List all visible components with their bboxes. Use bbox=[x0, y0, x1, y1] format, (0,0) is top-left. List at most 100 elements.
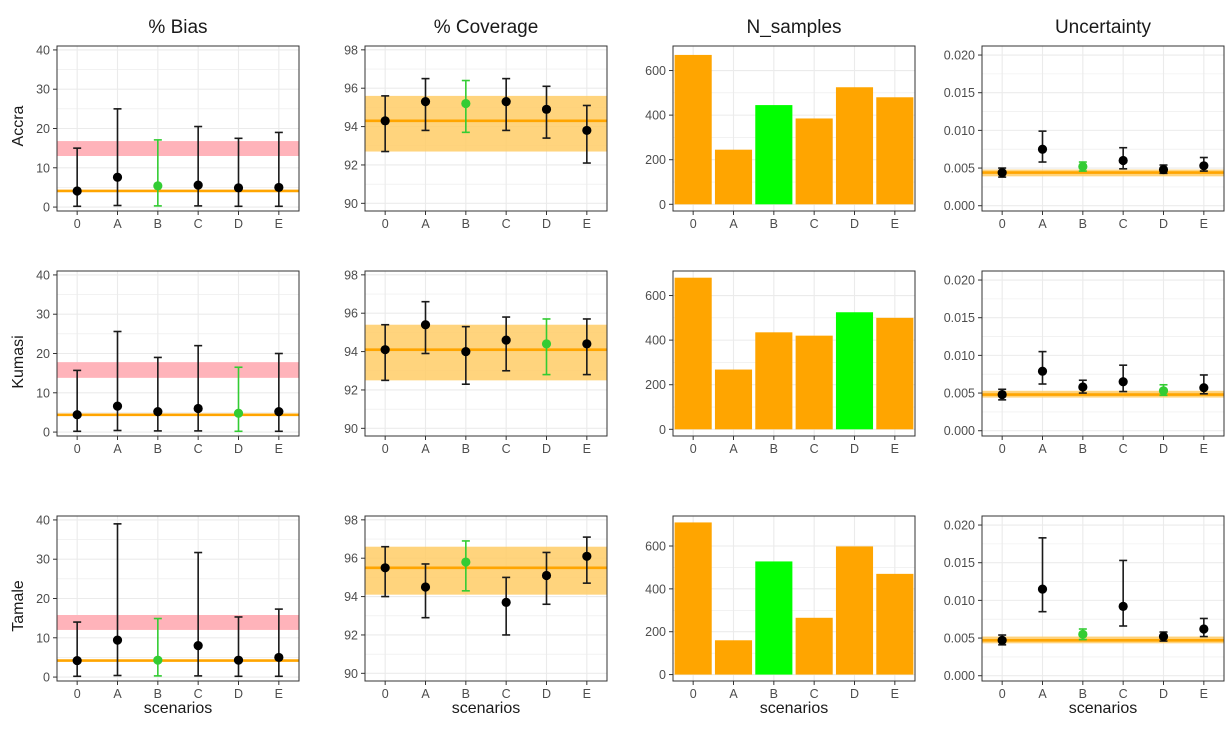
y-tick-label: 20 bbox=[36, 592, 50, 606]
x-tick-label-C: C bbox=[502, 217, 511, 231]
point-E bbox=[274, 182, 284, 193]
x-tick-label-B: B bbox=[462, 217, 470, 231]
point-C bbox=[193, 403, 203, 414]
y-tick-label: 0.020 bbox=[944, 49, 975, 63]
point-D bbox=[233, 408, 244, 418]
point-0 bbox=[380, 345, 390, 355]
bar-E bbox=[876, 317, 914, 430]
y-tick-label: 0.000 bbox=[944, 669, 975, 683]
panel-accra-bias: 0 10 20 30 40 0 A B C D E bbox=[36, 43, 300, 231]
y-tick-label: 40 bbox=[36, 43, 50, 57]
panel-background bbox=[365, 516, 607, 681]
point-A bbox=[112, 401, 123, 411]
panel-accra-coverage: 90 92 94 96 98 0 A B C D E bbox=[344, 43, 608, 231]
x-tick-label-0: 0 bbox=[999, 687, 1006, 701]
point-A bbox=[420, 582, 431, 592]
x-tick-label-C: C bbox=[810, 217, 819, 231]
x-tick-label-C: C bbox=[1119, 442, 1128, 456]
y-tick-label: 20 bbox=[36, 122, 50, 136]
x-tick-label-E: E bbox=[583, 217, 591, 231]
y-tick-label: 200 bbox=[645, 378, 666, 392]
y-tick-label: 0.020 bbox=[944, 519, 975, 533]
x-tick-label-B: B bbox=[770, 217, 778, 231]
point-D bbox=[1158, 386, 1169, 396]
y-tick-label: 92 bbox=[344, 628, 358, 642]
x-tick-label-E: E bbox=[275, 217, 283, 231]
x-tick-label-A: A bbox=[421, 442, 430, 456]
y-tick-label: 20 bbox=[36, 347, 50, 361]
reference-band bbox=[365, 95, 607, 152]
panel-border bbox=[981, 45, 1225, 212]
y-tick-label: 40 bbox=[36, 268, 50, 282]
column-title-bias: % Bias bbox=[148, 17, 207, 38]
point-E bbox=[274, 407, 284, 417]
point-C bbox=[1118, 155, 1128, 166]
point-E bbox=[582, 339, 592, 349]
panel-kumasi-uncertainty: 0.000 0.005 0.010 0.015 0.020 0 A B C D E bbox=[944, 270, 1225, 456]
x-tick-label-D: D bbox=[234, 687, 243, 701]
column-title-uncertainty: Uncertainty bbox=[1055, 17, 1152, 38]
point-B bbox=[153, 181, 163, 191]
bar-D bbox=[835, 87, 874, 205]
x-tick-label-B: B bbox=[1079, 217, 1087, 231]
y-tick-label: 96 bbox=[344, 552, 358, 566]
x-tick-label-C: C bbox=[194, 217, 203, 231]
x-tick-label-0: 0 bbox=[382, 687, 389, 701]
x-tick-label-0: 0 bbox=[999, 217, 1006, 231]
point-A bbox=[1037, 144, 1048, 154]
point-0 bbox=[997, 167, 1007, 178]
panel-background bbox=[982, 271, 1224, 436]
point-E bbox=[274, 652, 284, 663]
x-tick-label-0: 0 bbox=[382, 442, 389, 456]
y-tick-label: 90 bbox=[344, 667, 358, 681]
x-tick-label-A: A bbox=[729, 442, 738, 456]
point-D bbox=[541, 570, 552, 581]
panel-border bbox=[364, 515, 608, 682]
y-tick-label: 10 bbox=[36, 386, 50, 400]
panel-kumasi-n-samples: 0 200 400 600 0 A B C D E bbox=[645, 270, 916, 456]
x-tick-label-B: B bbox=[154, 217, 162, 231]
x-tick-label-B: B bbox=[462, 687, 470, 701]
point-E bbox=[582, 125, 592, 136]
x-tick-label-A: A bbox=[113, 687, 122, 701]
x-tick-label-C: C bbox=[810, 442, 819, 456]
point-C bbox=[501, 97, 511, 107]
x-tick-label-D: D bbox=[850, 442, 859, 456]
y-tick-label: 90 bbox=[344, 422, 358, 436]
point-A bbox=[420, 97, 431, 107]
x-tick-label-B: B bbox=[770, 687, 778, 701]
point-0 bbox=[997, 635, 1007, 645]
y-tick-label: 0.015 bbox=[944, 556, 975, 570]
bar-0 bbox=[674, 277, 712, 430]
row-label-tamale: Tamale bbox=[10, 580, 27, 632]
column-title-nsamples: N_samples bbox=[746, 17, 841, 38]
panel-background bbox=[673, 271, 915, 436]
target-band bbox=[57, 362, 299, 378]
row-label-kumasi: Kumasi bbox=[10, 335, 27, 388]
x-tick-label-E: E bbox=[1200, 442, 1208, 456]
target-band bbox=[57, 141, 299, 156]
bar-C bbox=[795, 118, 833, 205]
x-tick-label-A: A bbox=[1038, 687, 1047, 701]
y-tick-label: 98 bbox=[344, 268, 358, 282]
panel-kumasi-coverage: 90 92 94 96 98 0 A B C D E bbox=[344, 268, 608, 456]
reference-band bbox=[365, 546, 607, 595]
panel-tamale-coverage: 90 92 94 96 98 0 A B C D E bbox=[344, 513, 608, 701]
x-tick-label-C: C bbox=[502, 687, 511, 701]
reference-band bbox=[365, 324, 607, 381]
y-tick-label: 0.005 bbox=[944, 632, 975, 646]
x-tick-label-0: 0 bbox=[690, 687, 697, 701]
y-tick-label: 0.010 bbox=[944, 349, 975, 363]
bar-B bbox=[755, 561, 793, 675]
x-tick-label-D: D bbox=[542, 217, 551, 231]
point-C bbox=[1118, 377, 1128, 387]
x-tick-label-0: 0 bbox=[690, 217, 697, 231]
x-tick-label-A: A bbox=[729, 217, 738, 231]
bar-0 bbox=[674, 54, 712, 205]
x-tick-label-C: C bbox=[810, 687, 819, 701]
panel-accra-uncertainty: 0.000 0.005 0.010 0.015 0.020 0 A B C D E bbox=[944, 45, 1225, 231]
x-tick-label-C: C bbox=[502, 442, 511, 456]
y-tick-label: 0 bbox=[659, 198, 666, 212]
x-tick-label-A: A bbox=[729, 687, 738, 701]
